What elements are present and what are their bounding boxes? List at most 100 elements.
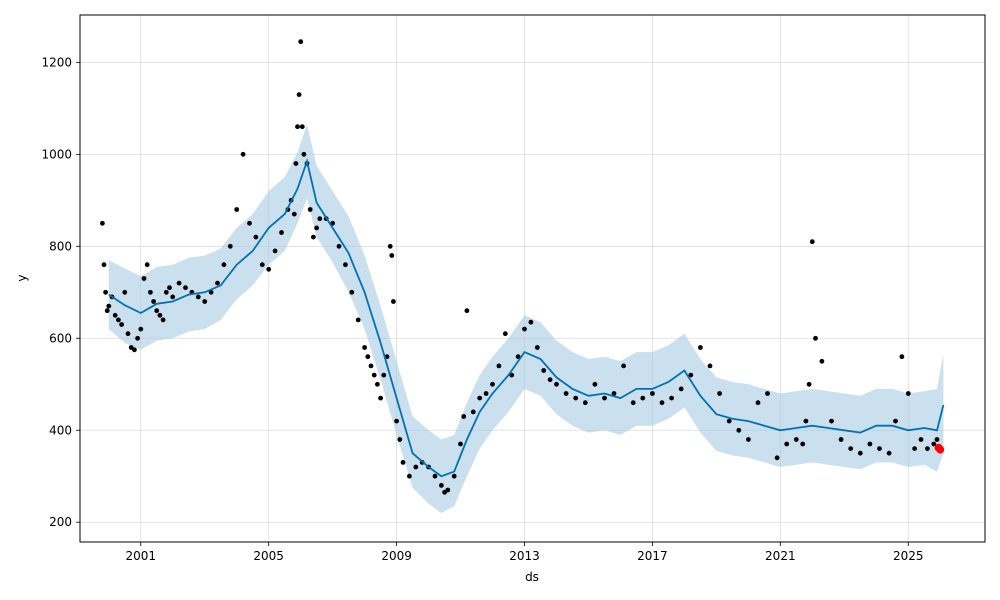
x-tick-label: 2005 — [253, 549, 284, 563]
observed-point — [793, 437, 799, 442]
observed-point — [726, 418, 732, 424]
observed-point — [813, 335, 818, 341]
observed-point — [483, 391, 489, 396]
observed-point — [387, 243, 393, 249]
observed-point — [534, 345, 540, 350]
observed-point — [912, 446, 917, 451]
observed-point — [135, 335, 141, 341]
observed-point — [101, 262, 107, 268]
observed-point — [717, 391, 722, 396]
observed-point — [621, 363, 626, 369]
observed-point — [848, 446, 854, 451]
observed-point — [116, 317, 121, 323]
observed-point — [119, 322, 124, 327]
observed-point — [554, 381, 559, 387]
observed-point — [502, 331, 508, 337]
observed-point — [461, 414, 467, 419]
observed-point — [176, 280, 182, 286]
observed-point — [301, 151, 307, 157]
observed-point — [317, 216, 323, 222]
x-tick-label: 2021 — [765, 549, 796, 563]
observed-point — [293, 161, 299, 166]
recent-point — [936, 445, 945, 454]
observed-point — [563, 391, 569, 396]
observed-point — [291, 211, 297, 217]
uncertainty-interval — [108, 124, 944, 514]
observed-point — [151, 299, 157, 304]
forecast-line — [108, 157, 945, 478]
observed-point — [496, 363, 502, 369]
recent-points — [934, 443, 945, 454]
observed-point — [247, 220, 252, 226]
observed-point — [582, 400, 588, 406]
observed-point — [931, 441, 937, 447]
observed-point — [451, 473, 457, 479]
observed-point — [298, 39, 304, 45]
observed-point — [234, 207, 240, 212]
observed-point — [122, 289, 128, 295]
observed-point — [391, 299, 396, 304]
observed-point — [104, 308, 110, 314]
observed-point — [698, 345, 703, 350]
y-tick-label: 200 — [49, 515, 72, 529]
observed-point — [592, 381, 598, 387]
observed-point — [100, 220, 105, 226]
observed-point — [279, 230, 284, 235]
y-tick-label: 1200 — [41, 55, 72, 69]
observed-point — [877, 446, 882, 451]
observed-point — [295, 124, 300, 130]
x-axis-label: ds — [525, 570, 539, 584]
observed-point — [829, 418, 834, 424]
observed-point — [515, 354, 521, 360]
observed-point — [857, 450, 863, 456]
observed-point — [886, 450, 892, 456]
observed-point — [573, 395, 579, 401]
observed-point — [918, 437, 924, 442]
observed-point — [394, 418, 399, 424]
observed-point — [464, 308, 470, 314]
y-axis-ticks: 200 400 600 800 1000 1200 — [41, 55, 80, 529]
observed-point — [413, 464, 419, 470]
y-tick-label: 600 — [49, 331, 72, 345]
x-tick-label: 2013 — [509, 549, 540, 563]
observed-point — [707, 363, 713, 369]
observed-point — [809, 239, 815, 245]
observed-point — [389, 253, 395, 258]
y-axis-label: y — [15, 274, 29, 281]
x-tick-label: 2009 — [381, 549, 412, 563]
observed-point — [784, 441, 790, 447]
observed-point — [669, 395, 674, 401]
observed-point — [296, 92, 302, 97]
observed-point — [528, 319, 534, 325]
observed-point — [112, 312, 118, 318]
observed-point — [800, 441, 806, 447]
y-tick-label: 800 — [49, 239, 72, 253]
observed-point — [362, 345, 367, 350]
observed-point — [893, 418, 898, 424]
observed-point — [432, 473, 438, 479]
observed-point — [678, 386, 684, 392]
observed-point — [522, 326, 527, 332]
observed-point — [349, 289, 355, 295]
observed-point — [272, 248, 278, 254]
observed-point — [259, 262, 265, 268]
observed-point — [227, 243, 233, 249]
observed-point — [266, 266, 272, 272]
observed-point — [899, 354, 905, 360]
observed-point — [336, 243, 342, 249]
observed-point — [688, 372, 694, 378]
observed-point — [659, 400, 665, 406]
observed-point — [547, 377, 553, 383]
observed-point — [253, 234, 259, 240]
observed-point — [765, 391, 770, 396]
observed-point — [803, 418, 809, 424]
observed-point — [148, 289, 153, 295]
observed-point — [365, 354, 371, 360]
observed-point — [458, 441, 463, 447]
x-tick-label: 2017 — [637, 549, 668, 563]
observed-point — [307, 207, 313, 212]
observed-point — [470, 409, 476, 415]
observed-point — [640, 395, 646, 401]
observed-point — [378, 395, 383, 401]
